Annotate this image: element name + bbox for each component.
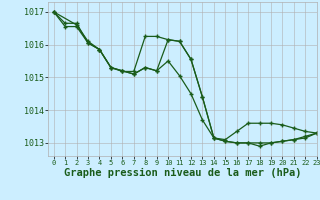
- X-axis label: Graphe pression niveau de la mer (hPa): Graphe pression niveau de la mer (hPa): [64, 168, 301, 178]
